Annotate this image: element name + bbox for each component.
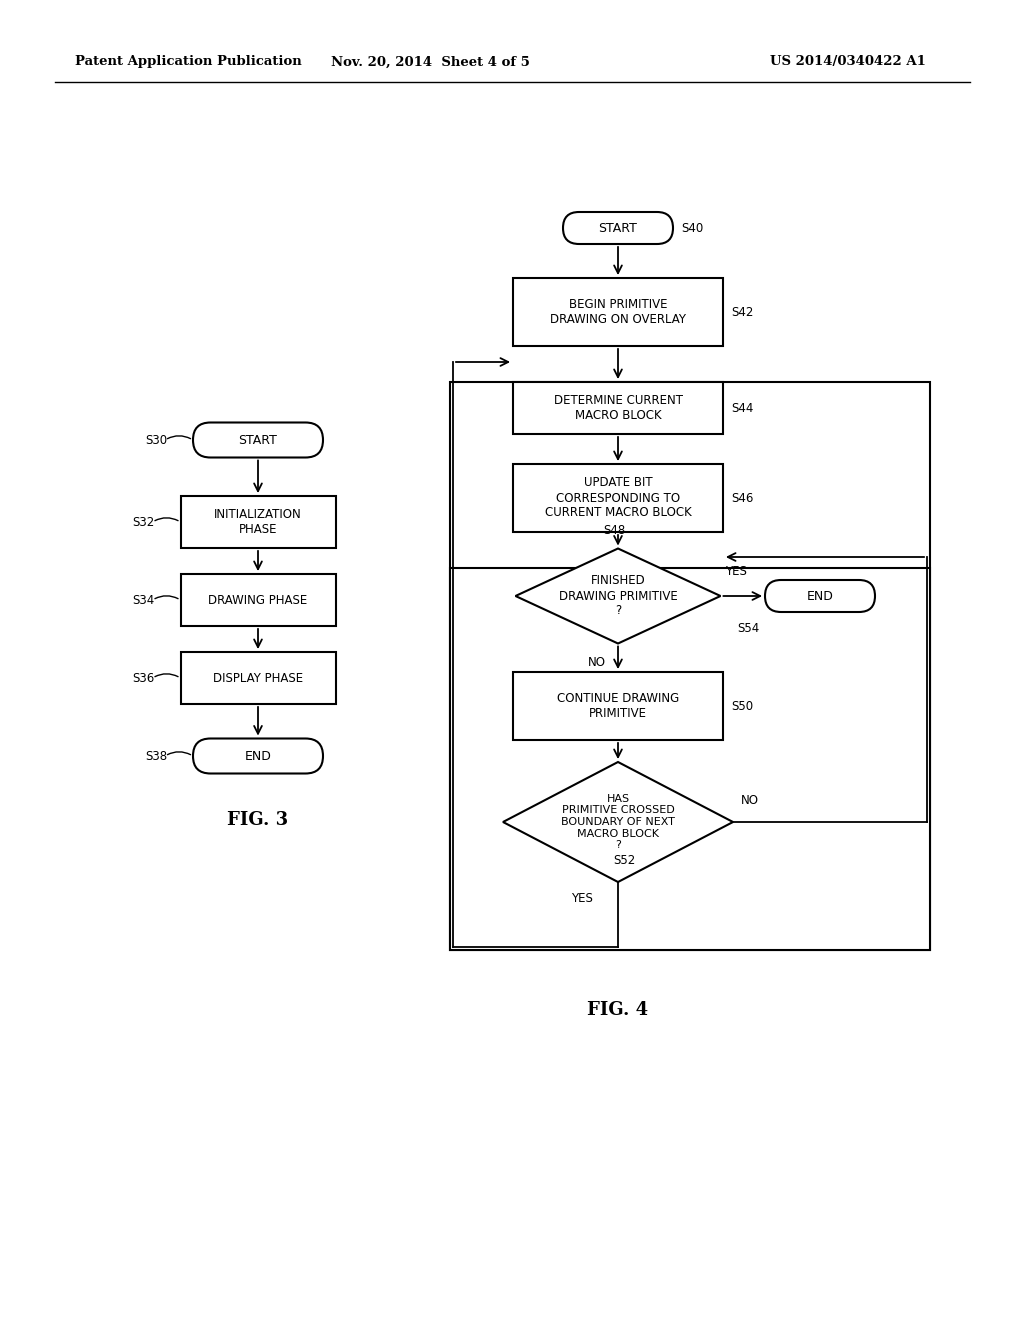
Text: CONTINUE DRAWING
PRIMITIVE: CONTINUE DRAWING PRIMITIVE <box>557 692 679 719</box>
Text: DISPLAY PHASE: DISPLAY PHASE <box>213 672 303 685</box>
Bar <box>513 279 723 346</box>
Polygon shape <box>503 762 733 882</box>
Bar <box>450 381 930 950</box>
Text: Patent Application Publication: Patent Application Publication <box>75 55 302 69</box>
Text: YES: YES <box>571 892 593 906</box>
Text: DRAWING PHASE: DRAWING PHASE <box>208 594 307 606</box>
Text: S32: S32 <box>132 516 155 528</box>
Text: S38: S38 <box>145 750 167 763</box>
Bar <box>180 496 336 548</box>
Text: FINISHED
DRAWING PRIMITIVE
?: FINISHED DRAWING PRIMITIVE ? <box>559 574 677 618</box>
Text: START: START <box>239 433 278 446</box>
Text: BEGIN PRIMITIVE
DRAWING ON OVERLAY: BEGIN PRIMITIVE DRAWING ON OVERLAY <box>550 298 686 326</box>
Bar <box>513 672 723 741</box>
Polygon shape <box>515 549 721 644</box>
Text: S50: S50 <box>731 700 753 713</box>
Text: S30: S30 <box>145 433 167 446</box>
Text: S48: S48 <box>603 524 626 536</box>
Text: START: START <box>599 222 637 235</box>
Text: FIG. 3: FIG. 3 <box>227 810 289 829</box>
Bar <box>513 465 723 532</box>
Text: S34: S34 <box>132 594 155 606</box>
FancyBboxPatch shape <box>193 422 323 458</box>
Bar <box>513 381 723 434</box>
Text: END: END <box>245 750 271 763</box>
Text: S46: S46 <box>731 491 754 504</box>
Text: UPDATE BIT
CORRESPONDING TO
CURRENT MACRO BLOCK: UPDATE BIT CORRESPONDING TO CURRENT MACR… <box>545 477 691 520</box>
Text: S42: S42 <box>731 305 754 318</box>
Text: INITIALIZATION
PHASE: INITIALIZATION PHASE <box>214 508 302 536</box>
Text: HAS
PRIMITIVE CROSSED
BOUNDARY OF NEXT
MACRO BLOCK
?: HAS PRIMITIVE CROSSED BOUNDARY OF NEXT M… <box>561 793 675 850</box>
Text: DETERMINE CURRENT
MACRO BLOCK: DETERMINE CURRENT MACRO BLOCK <box>554 393 683 422</box>
Text: S36: S36 <box>132 672 155 685</box>
Bar <box>450 568 930 950</box>
Text: END: END <box>807 590 834 602</box>
Text: S44: S44 <box>731 401 754 414</box>
Text: Nov. 20, 2014  Sheet 4 of 5: Nov. 20, 2014 Sheet 4 of 5 <box>331 55 529 69</box>
FancyBboxPatch shape <box>765 579 874 612</box>
Bar <box>180 574 336 626</box>
Bar <box>180 652 336 704</box>
Text: FIG. 4: FIG. 4 <box>588 1001 648 1019</box>
FancyBboxPatch shape <box>563 213 673 244</box>
Text: NO: NO <box>588 656 606 668</box>
Text: NO: NO <box>741 795 759 807</box>
Text: S52: S52 <box>613 854 635 867</box>
Text: S54: S54 <box>737 622 760 635</box>
Text: S40: S40 <box>681 222 703 235</box>
FancyBboxPatch shape <box>193 738 323 774</box>
Text: YES: YES <box>725 565 748 578</box>
Text: US 2014/0340422 A1: US 2014/0340422 A1 <box>770 55 926 69</box>
